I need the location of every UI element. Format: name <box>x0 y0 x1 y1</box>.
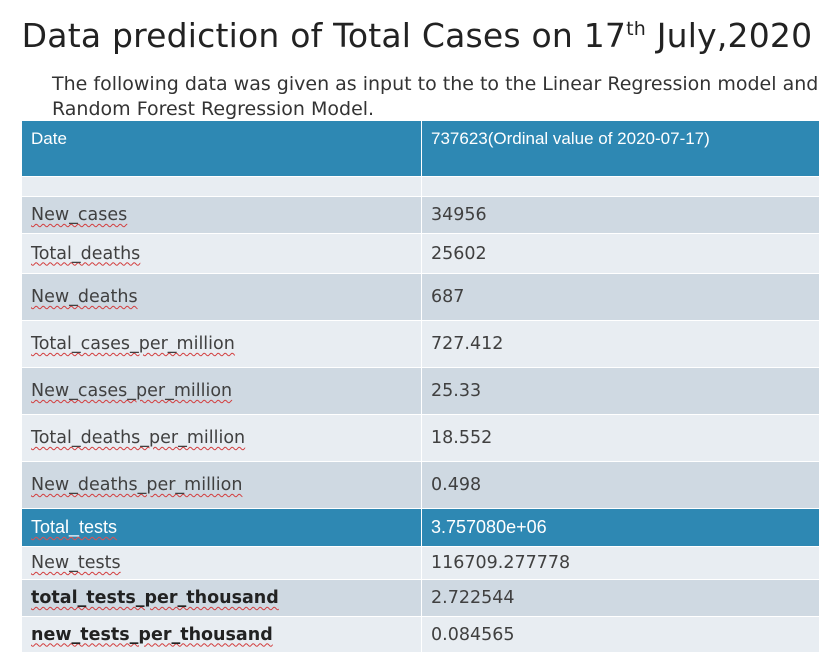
table-header-row: Date 737623(Ordinal value of 2020-07-17) <box>21 120 820 177</box>
spacer-cell <box>421 176 820 197</box>
table-row: new_tests_per_thousand 0.084565 <box>21 616 820 653</box>
row-label-text: total_tests_per_thousand <box>31 588 279 608</box>
slide-title: Data prediction of Total Cases on 17th J… <box>0 16 834 55</box>
title-superscript: th <box>626 18 647 40</box>
table-row: Total_deaths_per_million 18.552 <box>21 414 820 462</box>
table-row: New_cases_per_million 25.33 <box>21 367 820 415</box>
table-row: total_tests_per_thousand 2.722544 <box>21 579 820 617</box>
row-label: New_deaths_per_million <box>21 461 422 509</box>
row-value: 116709.277778 <box>421 546 820 580</box>
row-label: new_tests_per_thousand <box>21 616 422 653</box>
row-label: New_cases_per_million <box>21 367 422 415</box>
table-row: New_tests 116709.277778 <box>21 546 820 580</box>
table-row: New_deaths_per_million 0.498 <box>21 461 820 509</box>
row-label: total_tests_per_thousand <box>21 579 422 617</box>
row-value: 0.498 <box>421 461 820 509</box>
row-value: 25.33 <box>421 367 820 415</box>
row-value: 34956 <box>421 196 820 234</box>
table-row: Total_cases_per_million 727.412 <box>21 320 820 368</box>
row-label: Total_cases_per_million <box>21 320 422 368</box>
row-label-text: new_tests_per_thousand <box>31 624 273 645</box>
row-value: 3.757080e+06 <box>421 508 820 547</box>
table-row-highlighted: Total_tests 3.757080e+06 <box>21 508 820 547</box>
row-value: 18.552 <box>421 414 820 462</box>
row-label: New_deaths <box>21 273 422 321</box>
spacer-cell <box>21 176 422 197</box>
row-label-text: New_deaths_per_million <box>31 475 243 495</box>
header-value: 737623(Ordinal value of 2020-07-17) <box>421 120 820 177</box>
row-label-text: Total_deaths <box>31 243 141 264</box>
row-value: 0.084565 <box>421 616 820 653</box>
row-label-text: New_cases <box>31 205 128 225</box>
row-label: Total_deaths_per_million <box>21 414 422 462</box>
table-row: New_cases 34956 <box>21 196 820 234</box>
table-row: New_deaths 687 <box>21 273 820 321</box>
row-label-text: Total_deaths_per_million <box>31 428 246 448</box>
row-label-text: New_deaths <box>31 287 138 307</box>
row-value: 2.722544 <box>421 579 820 617</box>
row-label-text: New_cases_per_million <box>31 381 233 401</box>
row-label-text: Total_tests <box>31 517 118 537</box>
row-value: 25602 <box>421 233 820 274</box>
row-value: 687 <box>421 273 820 321</box>
table-row: Total_deaths 25602 <box>21 233 820 274</box>
title-suffix: July,2020 <box>646 16 813 55</box>
table-spacer-row <box>21 176 820 197</box>
header-label: Date <box>21 120 422 177</box>
row-label: Total_deaths <box>21 233 422 274</box>
input-data-table: Date 737623(Ordinal value of 2020-07-17)… <box>21 120 820 653</box>
row-label-text: New_tests <box>31 553 121 573</box>
row-label: New_cases <box>21 196 422 234</box>
row-label-text: Total_cases_per_million <box>31 334 235 354</box>
row-value: 727.412 <box>421 320 820 368</box>
row-label: Total_tests <box>21 508 422 547</box>
title-main: Data prediction of Total Cases on 17 <box>21 16 627 55</box>
row-label: New_tests <box>21 546 422 580</box>
intro-text: The following data was given as input to… <box>52 73 819 120</box>
